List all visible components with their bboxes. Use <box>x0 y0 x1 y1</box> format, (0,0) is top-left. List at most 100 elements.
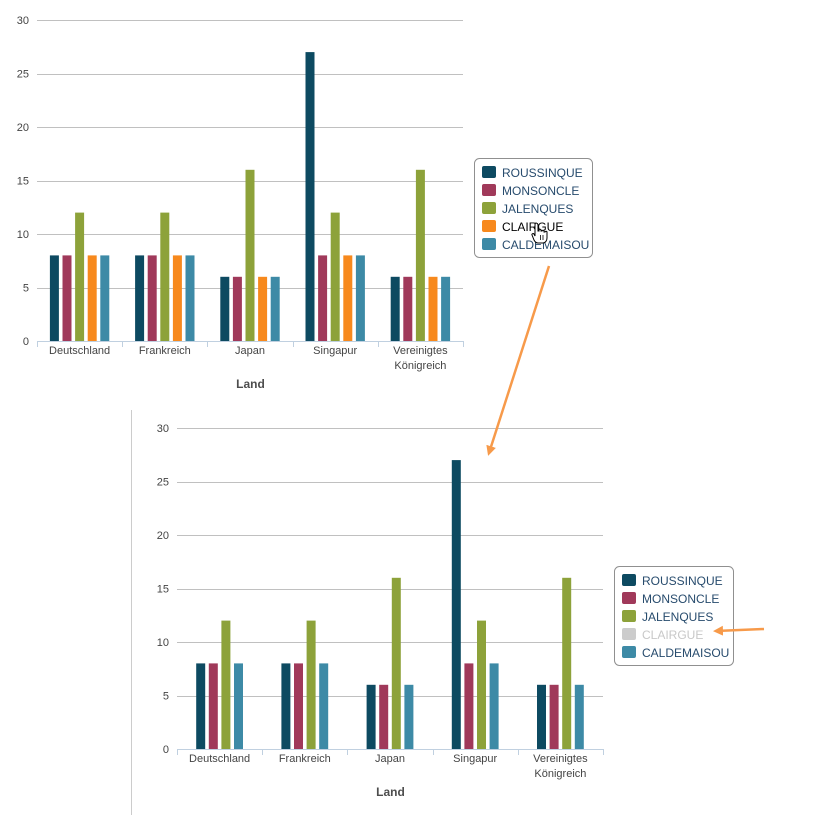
chart-1-legend-label-roussinque: ROUSSINQUE <box>502 166 583 180</box>
chart-1-bar-roussinque-frankreich[interactable] <box>135 255 145 341</box>
chart-2-legend-swatch-clairgue <box>622 628 636 640</box>
chart-1-bar-clairgue-japan[interactable] <box>258 276 268 341</box>
chart-2-bar-caldemaisou-japan[interactable] <box>404 684 414 749</box>
chart-2-bar-roussinque-deutschland[interactable] <box>196 663 206 749</box>
chart-2-bar-caldemaisou-deutschland[interactable] <box>234 663 243 749</box>
chart-1-bar-roussinque-singapur[interactable] <box>305 52 315 341</box>
chart-1-bar-caldemaisou-frankreich[interactable] <box>185 255 195 341</box>
chart-1-bar-clairgue-deutschland[interactable] <box>87 255 97 341</box>
chart-1-x-axis-title: Land <box>236 377 265 391</box>
chart-1-bar-monsoncle-deutschland[interactable] <box>62 255 72 341</box>
chart-1-bar-monsoncle-singapur[interactable] <box>318 255 328 341</box>
chart-1-bar-caldemaisou-singapur[interactable] <box>355 255 365 341</box>
chart-2-bar-caldemaisou-vereinigtes-k-nigreich[interactable] <box>574 684 584 749</box>
chart-2-y-tick-30: 30 <box>157 423 169 435</box>
chart-1-bar-jalenques-vereinigtes-k-nigreich[interactable] <box>415 169 425 341</box>
chart-1-legend-item-clairgue[interactable]: CLAIRGUE <box>482 220 563 234</box>
chart-2-bar-monsoncle-vereinigtes-k-nigreich[interactable] <box>549 684 559 749</box>
chart-1-bar-caldemaisou-japan[interactable] <box>270 276 280 341</box>
chart-1-legend-swatch-monsoncle <box>482 184 496 196</box>
chart-1-bar-jalenques-frankreich[interactable] <box>160 212 170 341</box>
chart-after-toggle: 0 5 10 15 20 25 30 Deutschland Frankreich Japan Si… <box>157 423 734 799</box>
chart-2-bar-caldemaisou-frankreich[interactable] <box>319 663 329 749</box>
chart-1-y-tick-5: 5 <box>23 283 29 295</box>
chart-2-legend-item-clairgue[interactable]: CLAIRGUE <box>622 628 703 642</box>
chart-1-bar-monsoncle-frankreich[interactable] <box>147 255 157 341</box>
chart-1-y-tick-0: 0 <box>23 336 29 348</box>
chart-2-bar-caldemaisou-singapur[interactable] <box>489 663 499 749</box>
chart-2-bar-roussinque-singapur[interactable] <box>451 460 461 749</box>
chart-2-legend-label-roussinque: ROUSSINQUE <box>642 574 723 588</box>
chart-2-legend-label-clairgue: CLAIRGUE <box>642 628 703 642</box>
chart-2-legend-item-caldemaisou[interactable]: CALDEMAISOU <box>622 646 729 660</box>
chart-1-legend-swatch-clairgue <box>482 220 496 232</box>
chart-1-legend-item-roussinque[interactable]: ROUSSINQUE <box>482 166 583 180</box>
chart-1-bar-caldemaisou-deutschland[interactable] <box>100 255 110 341</box>
chart-2-bar-monsoncle-deutschland[interactable] <box>208 663 218 749</box>
annotation-arrow-legend <box>713 625 765 636</box>
chart-2-legend-item-jalenques[interactable]: JALENQUES <box>622 610 713 624</box>
chart-1-bar-clairgue-vereinigtes-k-nigreich[interactable] <box>428 276 438 341</box>
chart-2-legend-label-jalenques: JALENQUES <box>642 610 713 624</box>
chart-2-bar-jalenques-japan[interactable] <box>391 577 401 749</box>
chart-2-y-tick-25: 25 <box>157 477 169 489</box>
chart-1-legend-swatch-jalenques <box>482 202 496 214</box>
chart-1-y-tick-15: 15 <box>17 176 29 188</box>
chart-1-legend-label-monsoncle: MONSONCLE <box>502 184 579 198</box>
chart-2-legend-item-monsoncle[interactable]: MONSONCLE <box>622 592 719 606</box>
chart-1-legend-item-jalenques[interactable]: JALENQUES <box>482 202 573 216</box>
chart-2-y-tick-10: 10 <box>157 637 169 649</box>
chart-1-y-tick-20: 20 <box>17 122 29 134</box>
chart-2-x-tick-label-japan: Japan <box>375 753 405 765</box>
chart-2-legend-label-caldemaisou: CALDEMAISOU <box>642 646 729 660</box>
chart-2-legend-item-roussinque[interactable]: ROUSSINQUE <box>622 574 723 588</box>
hand-cursor-icon <box>531 222 548 244</box>
chart-1-bar-jalenques-japan[interactable] <box>245 169 255 341</box>
chart-1-bar-jalenques-deutschland[interactable] <box>75 212 85 341</box>
chart-2-legend-swatch-jalenques <box>622 610 636 622</box>
chart-1-legend-label-clairgue: CLAIRGUE <box>502 220 563 234</box>
chart-1-bar-roussinque-japan[interactable] <box>220 276 230 341</box>
chart-2-bar-monsoncle-japan[interactable] <box>379 684 389 749</box>
chart-1-bar-clairgue-singapur[interactable] <box>343 255 353 341</box>
chart-2-legend-label-monsoncle: MONSONCLE <box>642 592 719 606</box>
chart-1-x-tick-label-japan: Japan <box>235 345 265 357</box>
chart-1-legend: ROUSSINQUE MONSONCLE JALENQUES CLAIRGUE CALD… <box>474 158 593 258</box>
chart-1-bar-monsoncle-japan[interactable] <box>232 276 242 341</box>
chart-1-y-tick-25: 25 <box>17 69 29 81</box>
chart-2-x-axis-title: Land <box>376 785 405 799</box>
chart-2-bar-roussinque-japan[interactable] <box>366 684 376 749</box>
chart-1-bar-roussinque-vereinigtes-k-nigreich[interactable] <box>390 276 400 341</box>
chart-2-bar-roussinque-frankreich[interactable] <box>281 663 291 749</box>
chart-1-bar-clairgue-frankreich[interactable] <box>172 255 182 341</box>
chart-1-bar-jalenques-singapur[interactable] <box>330 212 340 341</box>
chart-1-legend-item-caldemaisou[interactable]: CALDEMAISOU <box>482 238 589 252</box>
chart-2-legend: ROUSSINQUE MONSONCLE JALENQUES CLAIRGUE CALD… <box>614 566 734 666</box>
chart-1-legend-swatch-roussinque <box>482 166 496 178</box>
chart-2-bar-jalenques-singapur[interactable] <box>477 620 486 749</box>
chart-1-legend-box <box>474 158 593 258</box>
chart-2-bar-jalenques-vereinigtes-k-nigreich[interactable] <box>562 577 572 749</box>
chart-2-bar-jalenques-deutschland[interactable] <box>221 620 231 749</box>
chart-1-x-tick-label-deutschland: Deutschland <box>49 345 110 357</box>
chart-2-bar-jalenques-frankreich[interactable] <box>306 620 316 749</box>
chart-1-y-tick-10: 10 <box>17 229 29 241</box>
chart-2-bar-monsoncle-singapur[interactable] <box>464 663 474 749</box>
chart-2-legend-box <box>614 566 734 666</box>
chart-1-y-tick-30: 30 <box>17 15 29 27</box>
chart-2-y-tick-15: 15 <box>157 584 169 596</box>
chart-1-bar-roussinque-deutschland[interactable] <box>49 255 59 341</box>
chart-2-legend-swatch-roussinque <box>622 574 636 586</box>
chart-2-bar-monsoncle-frankreich[interactable] <box>294 663 303 749</box>
chart-1-bar-caldemaisou-vereinigtes-k-nigreich[interactable] <box>441 276 451 341</box>
chart-2-y-tick-20: 20 <box>157 530 169 542</box>
chart-1-legend-label-jalenques: JALENQUES <box>502 202 573 216</box>
chart-1-legend-item-monsoncle[interactable]: MONSONCLE <box>482 184 579 198</box>
chart-1-x-tick-label-vereinigtes-k-nigreich: Vereinigtes Königreich <box>393 345 448 372</box>
chart-before-toggle: 0 5 10 15 20 25 30 Deutschland Frankreich Japan Si… <box>17 15 593 391</box>
chart-1-bar-monsoncle-vereinigtes-k-nigreich[interactable] <box>403 276 413 341</box>
annotation-arrows <box>486 265 765 636</box>
chart-2-bar-roussinque-vereinigtes-k-nigreich[interactable] <box>537 684 546 749</box>
annotation-arrow-diagonal <box>486 265 551 456</box>
